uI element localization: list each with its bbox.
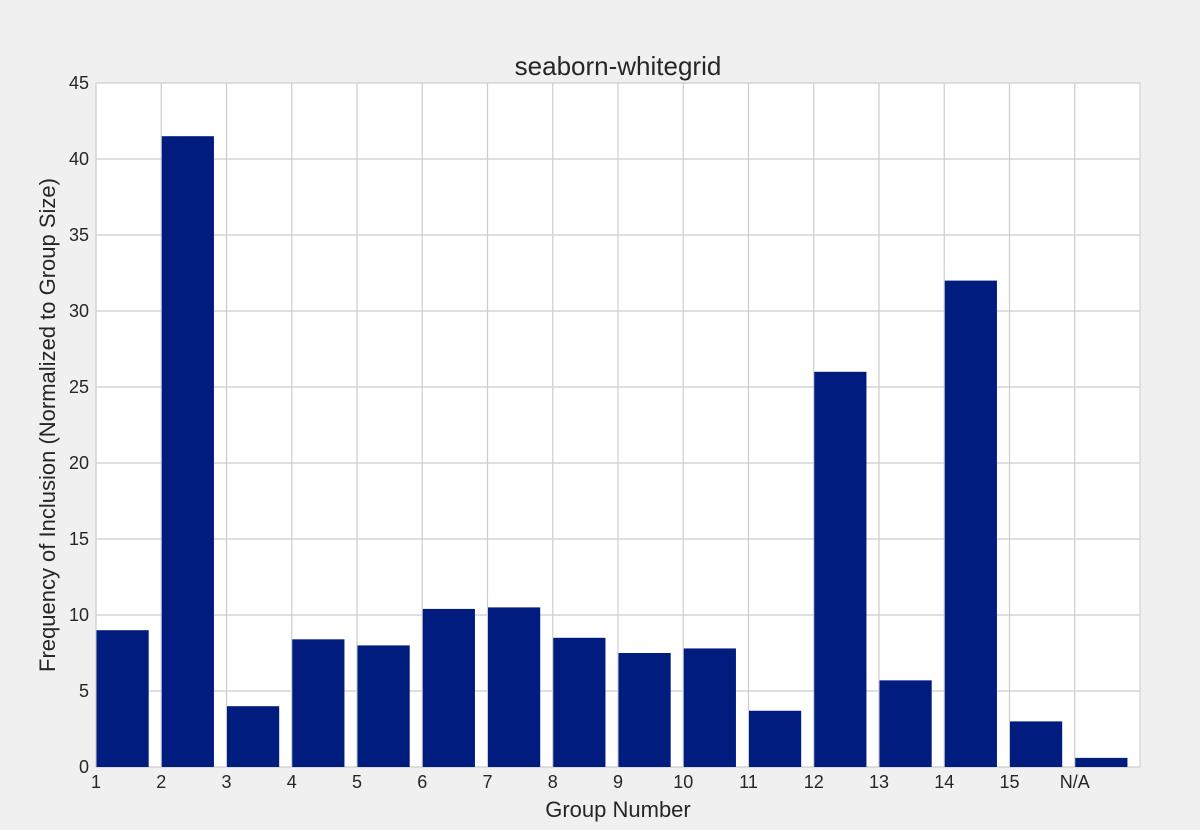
bar-14	[944, 280, 997, 767]
bar-4	[292, 639, 345, 767]
bar-13	[879, 680, 932, 767]
bar-7	[488, 607, 541, 767]
bar-12	[814, 371, 867, 767]
x-tick-label: 15	[999, 772, 1019, 792]
x-tick-label: 11	[739, 772, 758, 792]
bar-10	[683, 648, 736, 767]
x-tick-label: 2	[156, 772, 166, 792]
x-tick-label: 10	[673, 772, 693, 792]
x-tick-label: 8	[548, 772, 558, 792]
y-tick-label: 25	[69, 377, 89, 397]
x-axis-label: Group Number	[545, 797, 691, 822]
bar-6	[422, 608, 475, 767]
y-axis-label: Frequency of Inclusion (Normalized to Gr…	[35, 178, 60, 672]
bar-9	[618, 653, 671, 767]
bar-na	[1075, 757, 1128, 767]
bar-2	[161, 136, 214, 767]
y-tick-label: 0	[79, 757, 89, 777]
x-tick-label: 1	[91, 772, 101, 792]
x-tick-label: 6	[417, 772, 427, 792]
y-tick-label: 40	[69, 149, 89, 169]
y-tick-label: 30	[69, 301, 89, 321]
x-tick-label: 5	[352, 772, 362, 792]
bar-11	[749, 710, 802, 767]
bar-8	[553, 637, 606, 767]
y-tick-label: 35	[69, 225, 89, 245]
y-tick-label: 5	[79, 681, 89, 701]
bar-3	[227, 706, 280, 767]
x-tick-label: 13	[869, 772, 889, 792]
x-tick-label: N/A	[1060, 772, 1090, 792]
y-tick-labels: 0 5 10 15 20 25 30 35 40 45	[69, 73, 89, 777]
x-tick-label: 4	[287, 772, 297, 792]
y-tick-label: 10	[69, 605, 89, 625]
y-tick-label: 45	[69, 73, 89, 93]
y-tick-label: 15	[69, 529, 89, 549]
x-tick-label: 14	[934, 772, 954, 792]
x-tick-label: 12	[804, 772, 824, 792]
x-tick-label: 9	[613, 772, 623, 792]
x-tick-labels: 1 2 3 4 5 6 7 8 9 10 11 12 13 14 15 N/A	[91, 772, 1090, 792]
chart-title: seaborn-whitegrid	[515, 51, 722, 81]
bar-15	[1010, 721, 1063, 767]
x-tick-label: 7	[482, 772, 492, 792]
x-tick-label: 3	[221, 772, 231, 792]
y-tick-label: 20	[69, 453, 89, 473]
bar-1	[96, 630, 149, 767]
bar-5	[357, 645, 410, 767]
bars	[96, 136, 1128, 767]
